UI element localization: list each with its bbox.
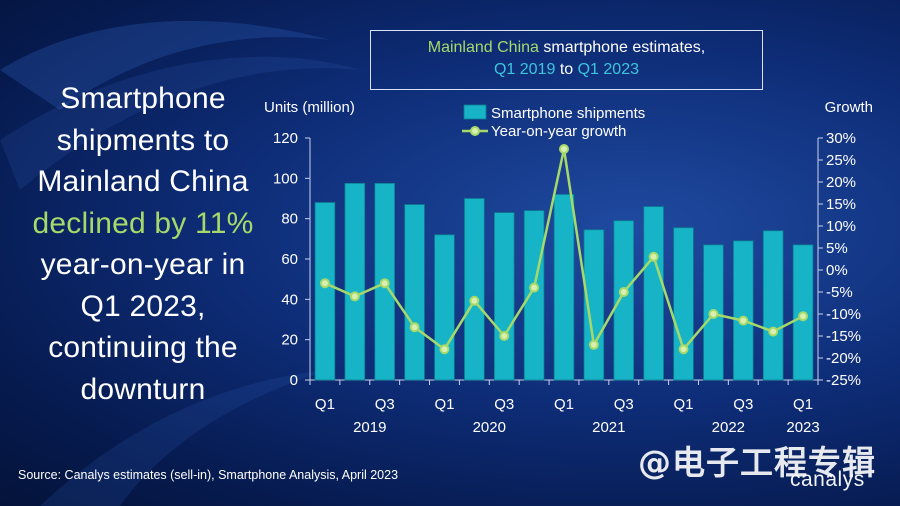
year-label: 2022	[712, 419, 745, 436]
x-tick-label: Q1	[434, 396, 454, 413]
x-tick-label: Q1	[315, 396, 335, 413]
growth-point	[349, 291, 360, 302]
title-region: Mainland China	[427, 39, 539, 56]
y2-axis-title: Growth	[825, 99, 873, 116]
title-end: Q1 2023	[577, 61, 639, 78]
y2-tick-label: 25%	[826, 152, 856, 169]
y2-tick-label: 0%	[826, 262, 848, 279]
y2-tick-label: -10%	[826, 306, 861, 323]
y-tick-label: 0	[290, 372, 298, 389]
growth-point	[319, 278, 330, 289]
bar	[553, 194, 575, 381]
y-tick-label: 20	[281, 332, 298, 349]
bar	[583, 229, 605, 381]
y-tick-label: 120	[273, 130, 298, 147]
bar	[613, 220, 635, 381]
growth-point	[588, 339, 599, 350]
year-label: 2021	[592, 419, 625, 436]
growth-point	[439, 344, 450, 355]
growth-point	[708, 309, 719, 319]
growth-point	[618, 287, 629, 297]
growth-point	[469, 295, 480, 306]
headline-line: downturn	[80, 372, 206, 406]
bar	[314, 202, 336, 381]
y-tick-label: 100	[273, 170, 298, 187]
bar	[523, 210, 545, 381]
legend-line-marker	[470, 126, 480, 136]
growth-point	[648, 251, 659, 262]
y2-tick-label: -25%	[826, 372, 861, 389]
bar	[643, 206, 664, 381]
headline-line: Smartphone	[60, 82, 226, 115]
source-note: Source: Canalys estimates (sell-in), Sma…	[18, 468, 399, 482]
headline-highlight: declined by 11%	[32, 206, 254, 240]
title-start: Q1 2019	[493, 61, 556, 78]
x-tick-label: Q3	[733, 396, 753, 413]
growth-point	[529, 282, 540, 293]
brand-logo: canalys	[790, 468, 865, 491]
y2-tick-label: -15%	[826, 328, 861, 345]
x-tick-label: Q3	[375, 396, 395, 413]
bar	[344, 182, 366, 381]
year-label: 2019	[353, 419, 386, 436]
x-tick-label: Q3	[494, 396, 514, 413]
growth-point	[678, 344, 689, 355]
bar	[673, 227, 694, 381]
chart-title-line2: Q1 2019 to Q1 2023	[371, 59, 762, 81]
year-label: 2023	[786, 419, 819, 436]
chart-title-line1: Mainland China smartphone estimates,	[371, 37, 762, 59]
y-tick-label: 40	[281, 291, 298, 308]
title-text: smartphone estimates,	[538, 39, 706, 56]
y-tick-label: 80	[281, 211, 298, 228]
x-tick-label: Q1	[554, 396, 574, 413]
legend-bar-label: Smartphone shipments	[491, 105, 645, 122]
bar	[733, 240, 754, 381]
y2-tick-label: 10%	[826, 218, 856, 235]
growth-point	[499, 331, 510, 341]
bar	[762, 230, 784, 381]
x-tick-label: Q1	[674, 396, 694, 413]
headline-line: year-on-year in	[40, 248, 246, 281]
x-tick-label: Q3	[614, 396, 634, 413]
watermark: @电子工程专辑	[638, 443, 876, 482]
legend-line-label: Year-on-year growth	[491, 123, 626, 140]
y2-tick-label: -20%	[826, 350, 861, 367]
growth-point	[379, 278, 390, 289]
legend-bar-swatch	[463, 104, 487, 120]
y2-tick-label: -5%	[826, 284, 853, 301]
year-label: 2020	[473, 419, 506, 436]
bar	[493, 212, 515, 381]
headline-line: continuing the	[48, 331, 238, 364]
growth-point	[798, 311, 809, 322]
growth-point	[409, 322, 420, 333]
y-axis-title: Units (million)	[264, 99, 355, 116]
headline-line: Mainland China	[37, 165, 249, 198]
headline-line: Q1 2023,	[80, 289, 206, 323]
headline-line: shipments to	[56, 123, 230, 157]
y2-tick-label: 20%	[826, 174, 856, 191]
headline: Smartphone shipments to Mainland China d…	[18, 78, 268, 410]
x-tick-label: Q1	[793, 396, 813, 413]
bar	[464, 198, 485, 381]
title-to: to	[555, 61, 578, 78]
bar	[404, 204, 425, 381]
chart-title-box: Mainland China smartphone estimates, Q1 …	[370, 30, 763, 90]
growth-point	[559, 144, 569, 154]
growth-point	[738, 315, 749, 326]
y2-tick-label: 5%	[826, 240, 848, 257]
bar	[434, 234, 455, 381]
y2-tick-label: 15%	[826, 196, 856, 213]
y-tick-label: 60	[281, 251, 298, 268]
y2-tick-label: 30%	[826, 130, 856, 147]
growth-point	[768, 326, 779, 337]
